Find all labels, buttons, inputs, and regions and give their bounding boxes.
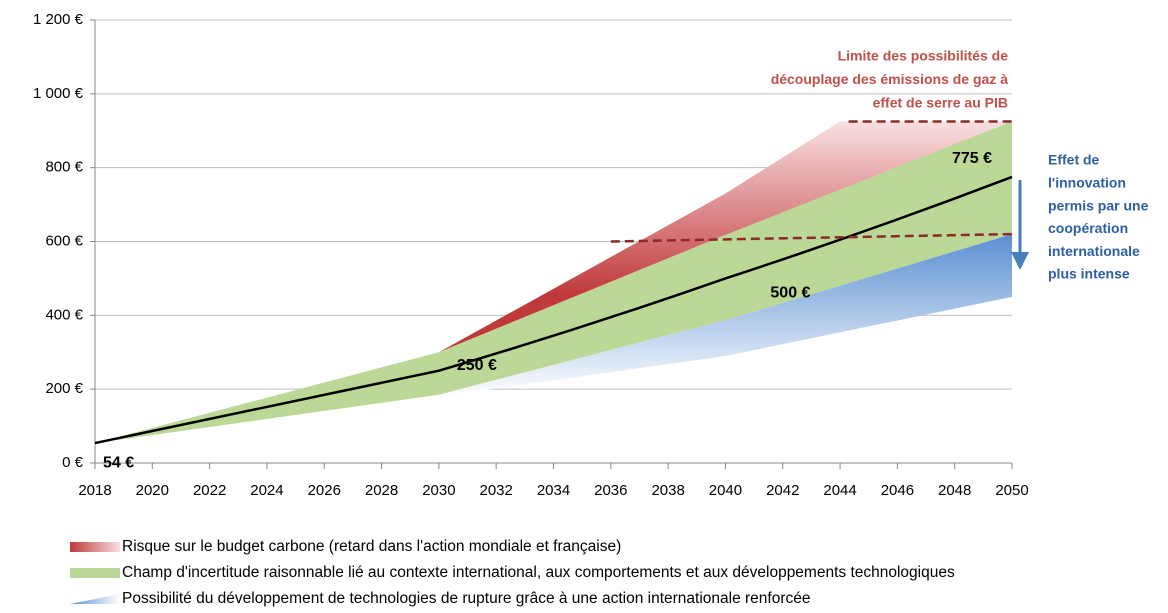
x-tick-label: 2022 [193,482,226,499]
legend-swatch [70,568,120,578]
y-tick-label: 0 € [62,454,84,471]
x-tick-label: 2028 [365,482,398,499]
annotation: Effet de [1048,152,1100,168]
annotation: effet de serre au PIB [873,95,1008,111]
y-tick-label: 1 200 € [33,11,84,28]
x-tick-label: 2038 [651,482,684,499]
legend-label: Risque sur le budget carbone (retard dan… [122,538,621,555]
x-tick-label: 2046 [881,482,914,499]
value-label: 250 € [457,357,497,374]
x-tick-label: 2042 [766,482,799,499]
annotation: coopération [1048,220,1128,236]
x-tick-label: 2036 [594,482,627,499]
x-tick-label: 2018 [78,482,111,499]
value-label: 775 € [952,150,992,167]
legend-label: Possibilité du développement de technolo… [122,590,811,607]
y-tick-label: 1 000 € [33,85,84,102]
y-tick-label: 800 € [45,159,83,176]
line [94,175,1013,445]
x-tick-label: 2020 [136,482,169,499]
reference-line [610,232,1013,243]
legend-label: Champ d'incertitude raisonnable lié au c… [122,564,955,581]
y-tick-label: 600 € [45,232,83,249]
x-tick-label: 2024 [250,482,283,499]
value-label: 500 € [770,285,810,302]
annotation: Limite des possibilités de [838,48,1009,64]
x-tick-label: 2044 [823,482,856,499]
band-area [95,121,1012,444]
y-tick-label: 400 € [45,306,83,323]
x-tick-label: 2030 [422,482,455,499]
value-label: 54 € [103,454,134,471]
x-tick-label: 2034 [537,482,570,499]
annotation: l'innovation [1048,175,1126,191]
band-area [438,234,1012,397]
annotation: permis par une [1048,197,1149,213]
x-tick-label: 2048 [938,482,971,499]
legend-swatch [70,542,120,552]
annotation: plus intense [1048,266,1130,282]
x-tick-label: 2032 [480,482,513,499]
arrow-head [1011,252,1029,270]
x-tick-label: 2040 [709,482,742,499]
y-tick-label: 200 € [45,380,83,397]
legend-swatch [70,594,120,604]
x-tick-label: 2050 [995,482,1028,499]
x-tick-label: 2026 [308,482,341,499]
annotation: internationale [1048,243,1140,259]
annotation: découplage des émissions de gaz à [771,71,1009,87]
